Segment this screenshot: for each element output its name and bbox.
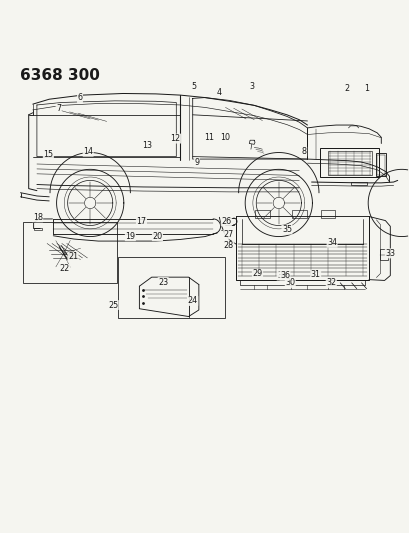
Text: 10: 10 [219, 133, 229, 142]
Text: 12: 12 [170, 134, 180, 143]
Text: 9: 9 [194, 158, 199, 167]
Text: 30: 30 [285, 278, 294, 287]
Text: 26: 26 [221, 217, 231, 226]
Text: 20: 20 [152, 232, 162, 241]
Text: 29: 29 [252, 269, 262, 278]
Text: 14: 14 [83, 147, 93, 156]
Bar [327, 151, 371, 175]
Text: 27: 27 [223, 230, 234, 239]
Text: 7: 7 [56, 104, 61, 113]
Text: 22: 22 [60, 264, 70, 273]
Bar [376, 155, 384, 175]
Text: 1: 1 [364, 84, 369, 93]
Bar [350, 182, 366, 185]
Text: 25: 25 [108, 301, 118, 310]
Bar [22, 222, 117, 283]
Text: 28: 28 [223, 241, 233, 251]
Bar [380, 249, 387, 260]
Text: 13: 13 [142, 141, 151, 150]
Text: 4: 4 [216, 88, 221, 97]
Text: 32: 32 [326, 278, 335, 287]
Text: 5: 5 [191, 82, 196, 91]
Text: 2: 2 [343, 84, 348, 93]
Bar [34, 228, 42, 230]
Bar [118, 257, 224, 318]
Text: 21: 21 [68, 252, 78, 261]
Text: 11: 11 [204, 133, 213, 142]
Text: 15: 15 [43, 150, 53, 159]
Text: 33: 33 [384, 249, 394, 258]
Bar [319, 148, 378, 177]
Bar [254, 211, 269, 217]
Text: 34: 34 [326, 238, 336, 247]
Text: 8: 8 [301, 147, 306, 156]
Text: 3: 3 [249, 82, 254, 91]
Text: 19: 19 [125, 232, 135, 241]
Text: 30: 30 [276, 271, 286, 280]
Text: 6: 6 [77, 93, 82, 102]
Bar [375, 152, 385, 176]
Text: 17: 17 [136, 217, 146, 226]
Bar [320, 211, 335, 217]
Text: 23: 23 [158, 278, 168, 287]
Text: 18: 18 [33, 213, 43, 222]
Text: 24: 24 [187, 296, 197, 305]
Text: 6368 300: 6368 300 [20, 68, 100, 83]
Text: 35: 35 [281, 225, 291, 234]
Bar [291, 211, 306, 217]
Text: 36: 36 [279, 271, 289, 280]
Text: 31: 31 [310, 270, 320, 279]
